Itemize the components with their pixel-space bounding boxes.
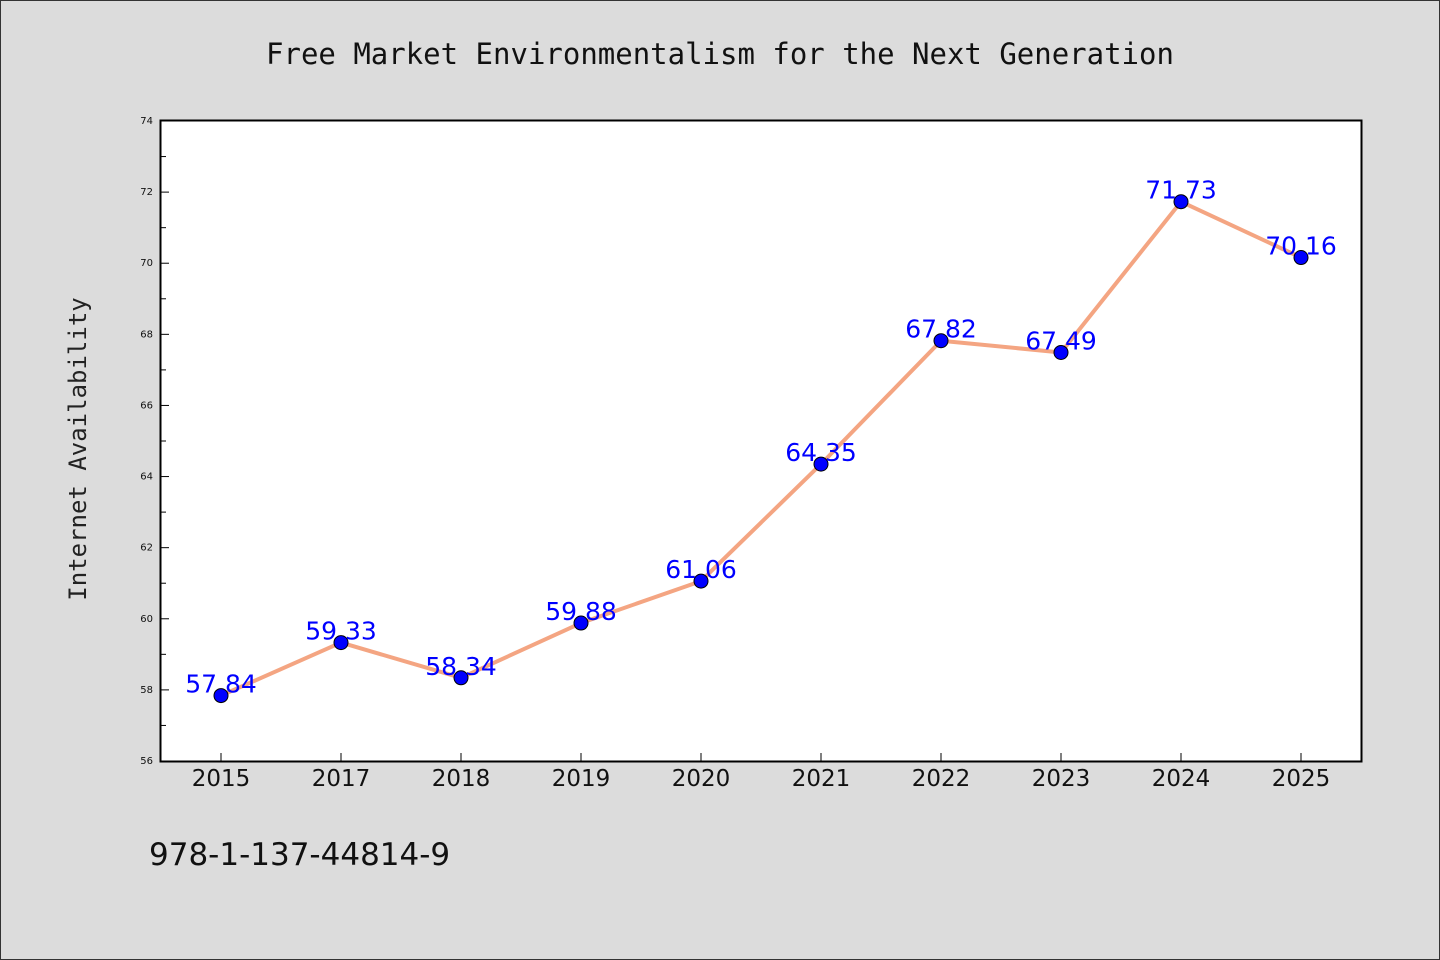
data-label: 67.82 <box>905 315 977 344</box>
data-labels: 57.84 59.33 58.34 59.88 61.06 64.35 67.82 67.49… <box>185 176 1337 699</box>
data-label: 59.33 <box>305 617 377 646</box>
y-tick-label: 62 <box>140 543 153 554</box>
x-tick-label: 2020 <box>672 766 731 792</box>
data-label: 64.35 <box>785 438 857 467</box>
x-axis: 2015 2017 2018 2019 2020 2021 2022 2023 2024 2025 <box>192 753 1331 792</box>
x-tick-label: 2018 <box>432 766 491 792</box>
data-label: 61.06 <box>665 555 737 584</box>
x-tick-label: 2015 <box>192 766 251 792</box>
y-tick-label: 66 <box>140 400 153 411</box>
y-tick-label: 64 <box>140 472 153 483</box>
y-tick-label: 74 <box>140 116 153 127</box>
series-line <box>220 199 1302 698</box>
plot-area <box>159 119 1363 763</box>
data-point <box>693 573 709 589</box>
x-tick-label: 2021 <box>792 766 851 792</box>
data-label: 58.34 <box>425 652 497 681</box>
data-label: 70.16 <box>1265 232 1337 261</box>
y-tick-label: 58 <box>140 685 153 696</box>
isbn-text: 978-1-137-44814-9 <box>149 837 450 873</box>
y-tick-label: 60 <box>140 614 153 625</box>
x-tick-label: 2023 <box>1032 766 1091 792</box>
x-tick-label: 2017 <box>312 766 371 792</box>
data-point <box>333 635 349 651</box>
x-tick-label: 2024 <box>1152 766 1211 792</box>
y-axis: 56 58 60 62 64 66 68 70 72 74 <box>140 116 169 767</box>
data-point <box>933 333 949 349</box>
y-tick-label: 56 <box>140 756 153 767</box>
data-point <box>213 688 229 704</box>
data-point <box>1053 344 1069 360</box>
y-axis-label: Internet Availability <box>64 297 92 600</box>
data-label: 57.84 <box>185 670 257 699</box>
x-tick-label: 2025 <box>1272 766 1331 792</box>
data-label: 59.88 <box>545 597 617 626</box>
y-tick-label: 70 <box>140 258 153 269</box>
data-label: 71.73 <box>1145 176 1217 205</box>
data-point <box>453 670 469 686</box>
y-tick-label: 72 <box>140 187 153 198</box>
data-point <box>573 615 589 631</box>
data-series <box>213 194 1309 704</box>
data-label: 67.49 <box>1025 326 1097 355</box>
x-tick-label: 2019 <box>552 766 611 792</box>
x-tick-label: 2022 <box>912 766 971 792</box>
y-tick-label: 68 <box>140 329 153 340</box>
data-point <box>1293 250 1309 266</box>
chart-title: Free Market Environmentalism for the Nex… <box>266 37 1174 71</box>
data-point <box>1173 194 1189 210</box>
data-point <box>813 456 829 472</box>
